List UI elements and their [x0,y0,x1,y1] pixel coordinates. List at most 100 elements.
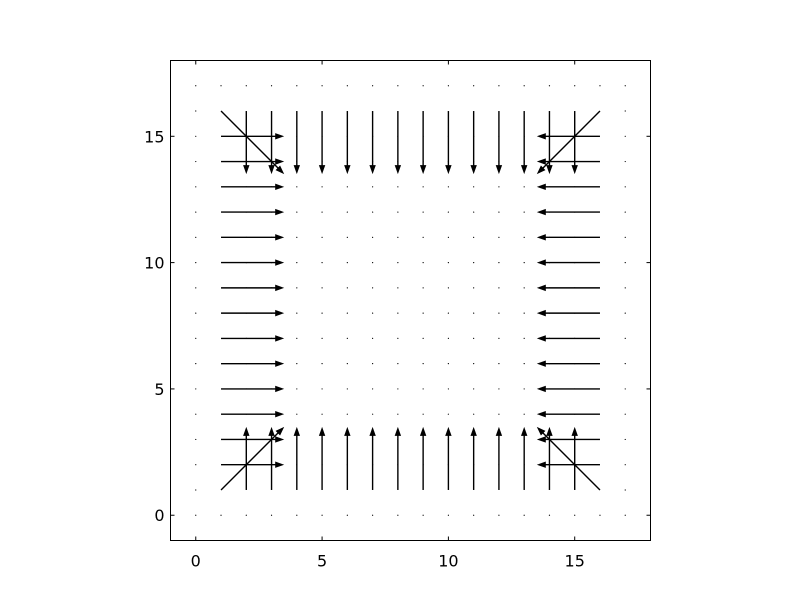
vector-zero-5-10 [321,262,323,264]
vector-arrow-16-11 [536,234,600,241]
vector-arrowhead [536,234,546,241]
vector-zero-11-3 [473,438,475,441]
vector-zero-11-7 [473,337,475,339]
x-tick-label-15: 15 [565,552,585,571]
vector-zero-10-11 [447,236,449,238]
vector-zero-4-7 [296,337,298,339]
vector-arrowhead [546,165,553,175]
vector-zero-5-11 [321,236,323,238]
vector-zero-8-3 [397,438,399,441]
vector-zero-5-2 [321,464,323,466]
vector-zero-6-9 [346,287,348,289]
vector-arrowhead [275,335,285,342]
vector-zero-5-9 [321,287,323,289]
vector-arrow-10-1 [445,426,452,490]
vector-zero-3-12 [270,211,273,213]
vector-zero-2-4 [245,413,247,415]
vector-zero-15-0 [574,514,576,516]
vector-zero-9-10 [422,262,424,264]
vector-zero-11-2 [473,464,475,466]
vector-arrowhead [571,165,578,175]
vector-zero-9-11 [422,236,424,238]
vector-arrowhead [275,165,285,175]
vector-zero-0-8 [195,312,197,314]
vector-arrowhead [520,426,528,436]
vector-zero-6-13 [346,186,348,188]
vector-shaft [220,430,281,491]
vector-zero-17-1 [624,489,626,491]
vector-zero-17-3 [624,438,626,441]
vector-zero-17-10 [624,262,626,264]
y-tick-label-0: 0 [154,506,164,525]
vector-arrowhead [495,426,503,436]
vector-zero-6-10 [346,262,348,264]
vector-arrow-1-16 [220,110,285,175]
vector-zero-8-6 [397,363,399,365]
vector-zero-8-13 [397,186,399,188]
vector-arrowhead [243,165,250,175]
vector-zero-12-6 [498,363,500,365]
vector-zero-0-0 [195,514,197,516]
vector-zero-1-17 [220,85,222,87]
vector-zero-13-4 [523,413,525,415]
vector-zero-10-3 [447,438,449,441]
vector-zero-11-0 [473,514,475,516]
vector-arrowhead [445,426,452,436]
vector-arrow-7-1 [369,426,376,490]
vector-arrowhead [275,410,285,418]
vector-zero-3-9 [270,287,273,289]
vector-zero-12-12 [498,211,500,213]
vector-zero-10-6 [447,363,449,365]
vector-zero-8-7 [397,337,399,339]
vector-arrow-16-1 [536,426,601,491]
vector-arrow-16-5 [536,385,600,393]
vector-zero-17-16 [624,110,626,112]
vector-arrow-16-3 [536,436,600,443]
vector-arrow-6-16 [344,111,351,175]
x-tick-label-5: 5 [317,552,327,571]
vector-zero-17-4 [624,413,626,415]
vector-zero-3-4 [270,413,273,415]
vector-zero-12-4 [498,413,500,415]
vector-arrowhead [268,165,275,175]
vector-zero-9-5 [422,388,424,390]
vector-zero-2-9 [245,287,247,289]
vector-zero-10-8 [447,312,449,314]
vector-zero-6-12 [346,211,348,213]
vector-zero-12-2 [498,464,500,466]
vector-arrow-16-16 [536,110,601,175]
vector-zero-8-2 [397,464,399,466]
vector-zero-2-13 [245,186,247,188]
vector-zero-0-12 [195,211,197,213]
vector-zero-7-5 [372,388,374,390]
vector-zero-11-4 [473,413,475,415]
vector-arrowhead [536,284,546,292]
vector-arrow-9-16 [419,111,427,175]
vector-arrow-16-9 [536,284,600,292]
vector-zero-13-5 [523,388,525,390]
vector-zero-3-11 [270,236,273,238]
vector-zero-0-16 [195,110,197,112]
vector-zero-17-5 [624,388,626,390]
vector-zero-4-12 [296,211,298,213]
vector-zero-2-3 [245,438,247,441]
vector-shaft [540,430,601,491]
vector-zero-15-17 [574,85,576,87]
y-tick-labels: 0 5 10 15 [144,127,164,525]
vector-arrow-12-1 [495,426,503,490]
vector-zero-7-7 [372,337,374,339]
vector-zero-4-9 [296,287,298,289]
vector-zero-13-13 [523,186,525,188]
vector-arrowhead [293,426,301,436]
vector-arrowhead [536,165,546,175]
vector-zero-9-0 [422,514,424,516]
vector-zero-6-8 [346,312,348,314]
vector-arrow-5-16 [318,111,326,175]
vector-zero-0-4 [195,413,197,415]
vector-arrowhead [536,436,546,443]
vector-zero-3-7 [270,337,273,339]
vector-zero-16-0 [599,514,601,516]
vector-zero-6-5 [346,388,348,390]
y-tick-label-5: 5 [154,380,164,399]
vector-zero-4-17 [296,85,298,87]
